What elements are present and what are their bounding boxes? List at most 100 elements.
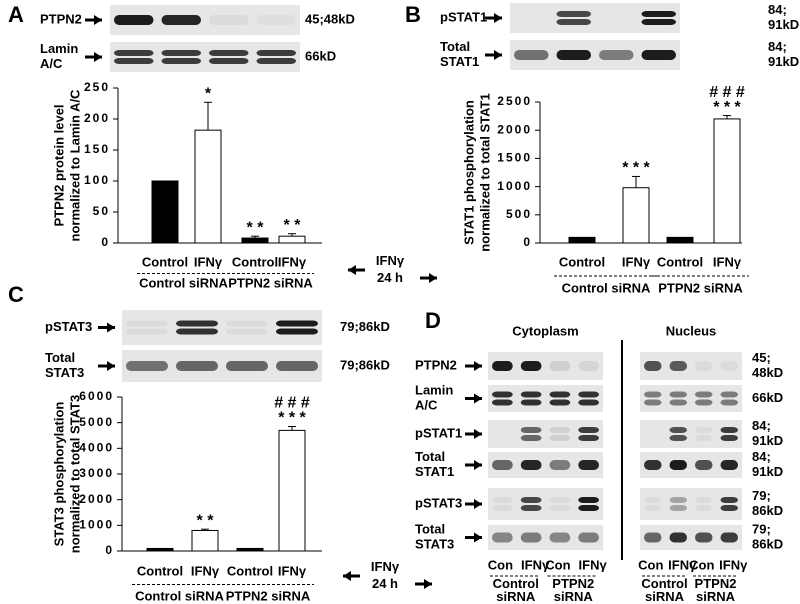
band [114,15,154,25]
band [599,50,634,60]
band [556,19,591,25]
band [276,320,318,327]
band [549,435,571,441]
band [644,391,662,398]
label: 91kD [752,433,783,448]
band [126,328,168,335]
band [520,532,542,543]
band [492,532,513,543]
label: siRNA [645,589,685,604]
y-tick-label: 1000 [79,518,114,532]
arrow-head [429,273,437,283]
band [695,399,713,406]
band [644,497,662,503]
y-axis-label: normalized to total STAT1 [477,93,492,251]
band [578,505,599,511]
band [161,58,201,64]
band [720,505,738,511]
label: A/C [40,56,63,71]
x-tick-label: Control [137,563,183,578]
band [578,399,599,406]
arrow-head [474,499,482,509]
significance: * * * [622,160,650,177]
label: Total [440,39,470,54]
band [114,50,154,56]
panel-letter: A [8,2,24,27]
bar [568,236,596,244]
panel-letter: C [8,282,24,307]
band [226,361,268,371]
band [549,497,571,503]
band [176,328,218,335]
band [644,532,662,543]
band [520,399,542,406]
band [578,497,599,503]
band [669,361,687,371]
significance: * * * [278,410,306,427]
band [695,497,713,503]
band [549,399,571,406]
bar [278,429,306,552]
band [492,505,513,511]
label: Total [415,449,445,464]
label: PTPN2 [695,576,737,591]
band [126,320,168,327]
band [492,460,513,470]
bar [241,237,269,244]
band [644,505,662,511]
label: STAT1 [415,464,454,479]
band [641,19,676,25]
bar [236,547,264,552]
band [695,505,713,511]
y-axis-label: STAT3 phosphorylation [51,402,66,547]
band [492,361,513,371]
arrow-head [107,322,115,333]
y-axis-label: normalized to Lamin A/C [67,89,82,242]
band [549,460,571,470]
label: siRNA [496,589,536,604]
band [578,435,599,441]
label: pSTAT3 [45,319,92,334]
band [520,391,542,398]
x-tick-label: Control [232,254,278,269]
panel-letter: B [405,2,421,27]
y-tick-label: 2000 [79,492,114,506]
band [549,391,571,398]
blot-strip [110,42,300,72]
band [492,391,513,398]
x-tick-label: IFNγ [278,254,307,269]
arrow-head [348,265,356,275]
lane-label: Con [638,557,663,572]
band [209,50,249,56]
label: Control [641,576,687,591]
group-label: PTPN2 siRNA [228,275,313,290]
significance: * * [197,512,215,529]
label: siRNA [554,589,594,604]
band [669,460,687,470]
label: 79; [752,521,771,536]
band [161,50,201,56]
significance: * [205,85,212,102]
label: Total [45,350,75,365]
label: 91kD [768,54,799,69]
band [520,427,542,433]
label: PTPN2 [40,11,82,26]
y-tick-label: 1000 [497,179,532,193]
y-tick-label: 2500 [497,94,532,108]
band [669,391,687,398]
band [520,460,542,470]
band [695,532,713,543]
blot-strip [488,488,603,520]
label: 24 h [377,270,403,285]
arrow-head [474,393,482,404]
label: Lamin [40,41,78,56]
label: Lamin [415,382,453,397]
label: siRNA [696,589,736,604]
x-tick-label: Control [142,254,188,269]
band [520,505,542,511]
band [669,497,687,503]
band [520,435,542,441]
bar [278,235,306,244]
band [556,11,591,17]
